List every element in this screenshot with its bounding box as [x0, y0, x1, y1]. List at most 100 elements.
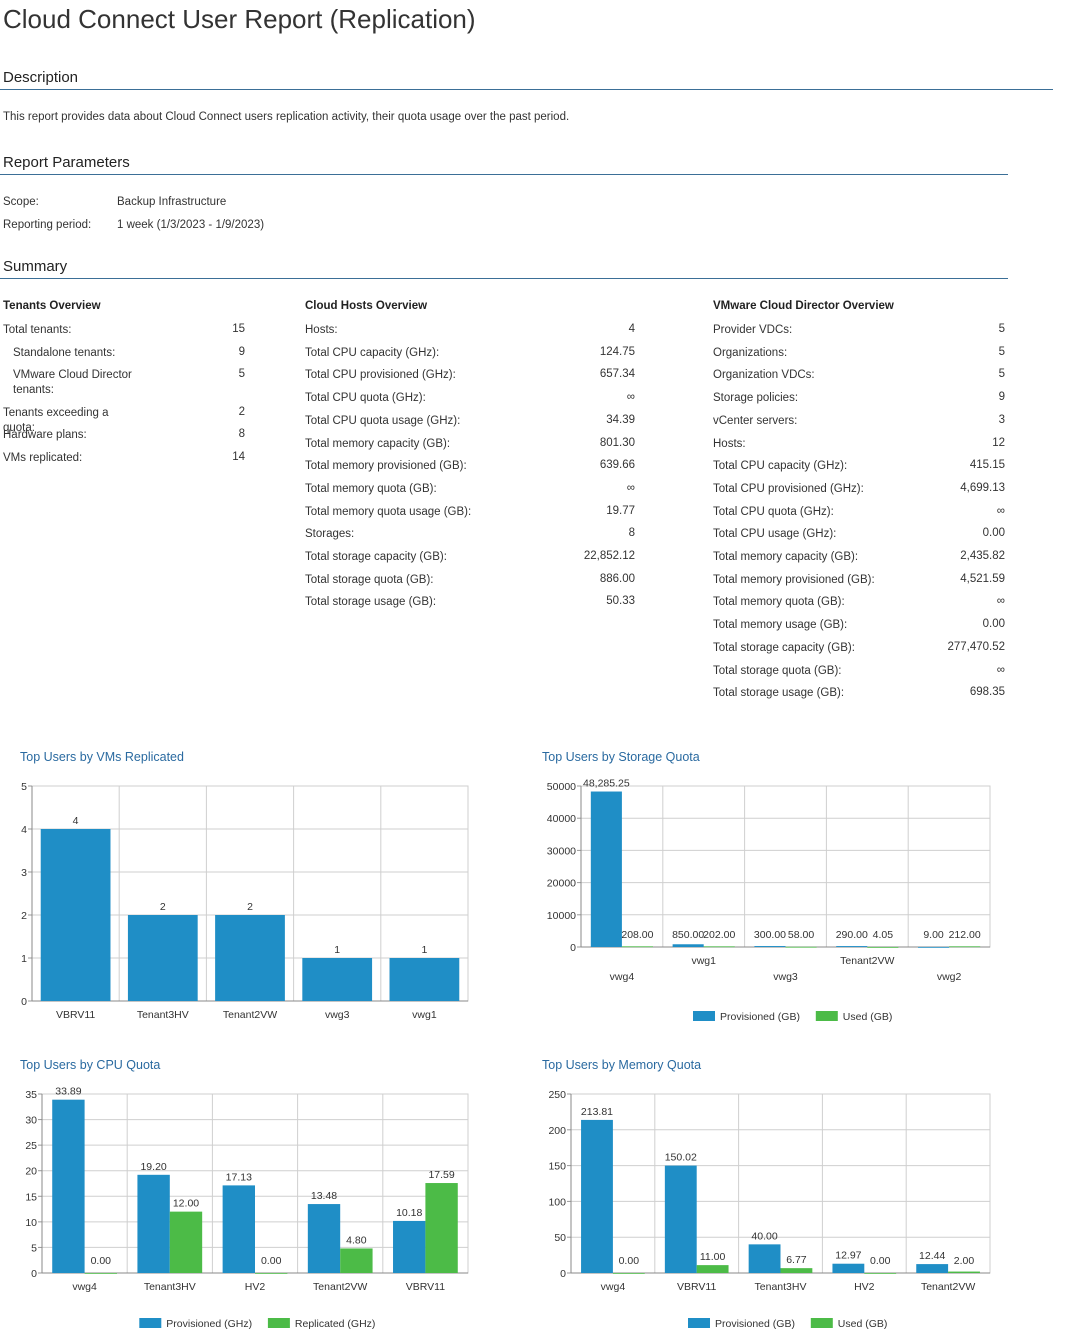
summary-row-value: 277,470.52 [947, 640, 1005, 653]
legend-label: Replicated (GHz) [295, 1318, 376, 1330]
data-label: 1 [421, 944, 427, 956]
summary-row-value: 2 [238, 406, 245, 418]
summary-row-value: 801.30 [599, 436, 635, 449]
summary-row-label: Total memory quota (GB): [713, 596, 845, 609]
summary-row-value: 14 [232, 451, 245, 463]
summary-row-value: 50.33 [606, 595, 635, 608]
y-tick-label: 35 [25, 1089, 37, 1101]
summary-row-label: Total storage capacity (GB): [713, 641, 855, 654]
parameters-rule [0, 174, 1008, 175]
y-tick-label: 3 [21, 867, 27, 879]
bar [425, 1183, 458, 1273]
data-label: 13.48 [311, 1190, 337, 1202]
data-label: 6.77 [786, 1254, 807, 1266]
summary-heading: Summary [3, 258, 68, 275]
summary-row-value: 12 [992, 436, 1005, 449]
summary-row-value: ∞ [626, 391, 635, 404]
summary-row-value: ∞ [626, 481, 635, 494]
bar [621, 946, 653, 948]
data-label: 40.00 [751, 1230, 777, 1242]
summary-row-label: Total storage quota (GB): [713, 664, 842, 677]
y-tick-label: 20000 [547, 878, 576, 890]
summary-row-label: Total tenants: [3, 324, 72, 336]
bar [222, 1185, 255, 1273]
summary-row-label: Standalone tenants: [13, 347, 116, 359]
x-tick-label: vwg4 [610, 971, 635, 983]
legend-label: Provisioned (GB) [720, 1011, 800, 1023]
summary-row-label: Total memory capacity (GB): [713, 551, 859, 563]
data-label: 213.81 [581, 1106, 613, 1118]
data-label: 0.00 [261, 1255, 282, 1267]
bar [393, 1220, 426, 1273]
bar [832, 1263, 865, 1273]
y-tick-label: 50 [554, 1232, 566, 1244]
y-tick-label: 0 [31, 1268, 37, 1280]
x-tick-label: VBRV11 [406, 1281, 445, 1293]
data-label: 4.80 [346, 1234, 367, 1246]
summary-row-label: Total memory usage (GB): [713, 619, 848, 632]
summary-rule [0, 278, 1008, 279]
summary-row-value: 639.66 [599, 459, 635, 472]
y-tick-label: 100 [548, 1196, 566, 1208]
x-tick-label: HV2 [854, 1281, 875, 1293]
description-text: This report provides data about Cloud Co… [3, 111, 570, 123]
y-tick-label: 10000 [547, 910, 576, 922]
x-tick-label: vwg2 [937, 971, 962, 983]
summary-row-value: 34.39 [606, 413, 635, 426]
x-tick-label: Tenant2VW [921, 1281, 975, 1293]
y-tick-label: 2 [21, 910, 27, 922]
x-tick-label: VBRV11 [56, 1009, 95, 1021]
data-label: 33.89 [55, 1086, 81, 1098]
plot-area [31, 785, 469, 1002]
x-tick-label: vwg4 [601, 1281, 626, 1293]
summary-row-label: Total CPU usage (GHz): [713, 528, 837, 541]
legend-swatch [815, 1011, 838, 1021]
bar [918, 946, 950, 948]
bar [215, 915, 285, 1001]
summary-row-value: 657.34 [599, 368, 635, 381]
summary-row-value: 5 [998, 345, 1005, 358]
parameters-heading: Report Parameters [3, 154, 130, 171]
summary-row-label: Hosts: [713, 437, 746, 450]
legend-label: Used (GB) [838, 1318, 888, 1330]
data-label: 4 [73, 815, 79, 827]
plot-area [570, 1093, 991, 1274]
summary-row-label: Total CPU quota (GHz): [713, 505, 834, 518]
summary-row-value: ∞ [996, 504, 1005, 517]
summary-row-value: 2,435.82 [960, 550, 1005, 562]
bar [836, 946, 868, 947]
legend-label: Used (GB) [843, 1011, 893, 1023]
bar [255, 1273, 288, 1274]
tenants-overview-heading: Tenants Overview [3, 300, 101, 312]
x-tick-label: HV2 [245, 1281, 266, 1293]
summary-row-label: Organizations: [713, 346, 788, 359]
x-tick-label: Tenant2VW [840, 955, 894, 967]
legend-label: Provisioned (GB) [715, 1318, 795, 1330]
bar [703, 946, 735, 948]
param-period-value: 1 week (1/3/2023 - 1/9/2023) [117, 219, 265, 231]
summary-row-label: Organization VDCs: [713, 369, 815, 382]
bar [785, 946, 817, 948]
y-tick-label: 25 [25, 1140, 37, 1152]
data-label: 0.00 [91, 1255, 112, 1267]
description-rule [0, 89, 1053, 90]
data-label: 17.13 [226, 1171, 252, 1183]
data-label: 212.00 [949, 929, 981, 941]
summary-row-label: Total memory provisioned (GB): [305, 460, 467, 473]
param-period-label: Reporting period: [3, 219, 92, 231]
data-label: 2 [160, 901, 166, 913]
summary-row-value: 5 [998, 323, 1005, 335]
summary-row-label: Total storage quota (GB): [305, 573, 434, 586]
data-label: 850.00 [672, 929, 704, 941]
summary-row-value: 698.35 [969, 686, 1005, 699]
data-label: 12.44 [919, 1250, 945, 1262]
x-tick-label: Tenant2VW [313, 1281, 367, 1293]
x-tick-label: Tenant3HV [144, 1281, 196, 1293]
bar [40, 829, 111, 1001]
legend-swatch [688, 1318, 710, 1328]
y-tick-label: 30 [25, 1115, 37, 1127]
chart-title-vms: Top Users by VMs Replicated [20, 750, 184, 764]
param-scope-value: Backup Infrastructure [117, 196, 227, 208]
summary-row-label: VMs replicated: [3, 452, 83, 464]
summary-row-label: Total memory quota (GB): [305, 482, 437, 495]
